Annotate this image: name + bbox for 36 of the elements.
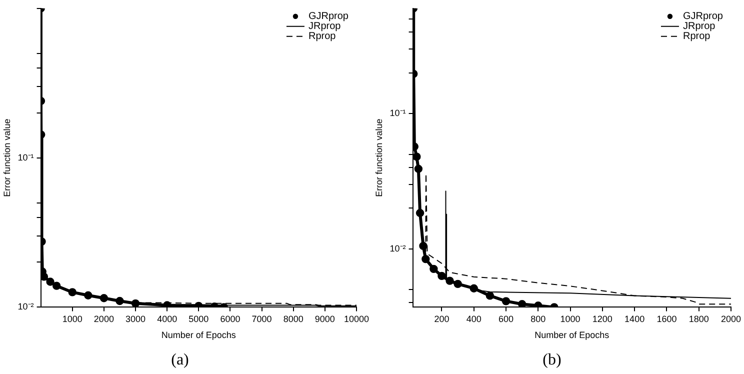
legend-label: JRprop: [308, 21, 342, 32]
x-axis-title: Number of Epochs: [534, 330, 610, 340]
legend-label: Rprop: [682, 31, 711, 42]
legend-label: Rprop: [308, 31, 336, 42]
x-tick-label: 4000: [157, 314, 178, 324]
x-tick-label: 9000: [314, 314, 335, 324]
text: (b): [542, 352, 562, 369]
x-tick-label: 1600: [656, 314, 677, 324]
x-tick-label: 3000: [125, 314, 146, 324]
x-tick-label: 800: [530, 314, 546, 324]
x-tick-label: 1800: [688, 314, 709, 324]
x-tick-label: 1000: [62, 314, 82, 324]
y-tick-label: 10⁻¹: [18, 152, 34, 162]
y-tick-label: 10⁻²: [18, 302, 34, 312]
text: (a): [171, 352, 189, 369]
x-tick-label: 6000: [220, 314, 240, 324]
y-axis-title: Error function value: [374, 118, 384, 197]
x-tick-label: 600: [498, 314, 514, 324]
x-tick-label: 8000: [283, 314, 304, 324]
x-tick-label: 200: [434, 314, 450, 324]
x-tick-label: 1200: [592, 314, 612, 324]
x-axis-title: Number of Epochs: [161, 330, 236, 340]
x-tick-label: 1400: [624, 314, 645, 324]
x-tick-label: 1000: [560, 314, 580, 324]
x-tick-label: 10000: [344, 314, 369, 324]
legend-label: GJRprop: [682, 11, 724, 22]
y-tick-label: 10⁻²: [390, 243, 406, 254]
x-tick-label: 5000: [188, 314, 209, 324]
y-axis-title: Error function value: [2, 118, 12, 197]
x-tick-label: 400: [466, 314, 482, 324]
x-tick-label: 2000: [94, 314, 114, 324]
legend-label: GJRprop: [308, 11, 349, 22]
x-tick-label: 7000: [252, 314, 272, 324]
y-tick-label: 10⁻¹: [390, 108, 406, 118]
legend-label: JRprop: [682, 21, 716, 32]
x-tick-label: 2000: [720, 314, 742, 324]
